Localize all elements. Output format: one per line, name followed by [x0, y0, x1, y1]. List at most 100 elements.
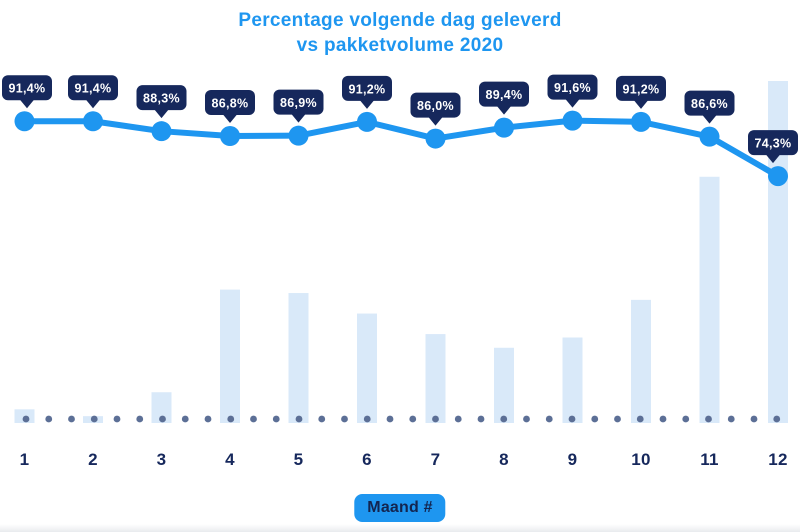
baseline-dot	[477, 415, 485, 423]
value-callout: 86,6%	[684, 90, 735, 124]
line-marker	[494, 117, 514, 138]
callout-tail	[154, 109, 169, 119]
callout-tail	[634, 100, 648, 109]
x-axis-label: 9	[567, 450, 578, 469]
x-axis-label: 4	[225, 450, 235, 469]
volume-bar	[151, 392, 172, 423]
volume-bar	[357, 313, 377, 423]
volume-bar	[220, 289, 240, 423]
callout-value-label: 88,3%	[143, 92, 180, 106]
volume-bar	[631, 299, 651, 423]
line-marker	[425, 128, 446, 149]
baseline-dot	[682, 415, 690, 423]
baseline-dot	[159, 415, 166, 423]
callout-tail	[223, 114, 237, 123]
volume-bar	[768, 81, 788, 423]
value-callout: 91,4%	[2, 75, 52, 109]
x-axis-label: 5	[293, 450, 304, 469]
callout-tail	[428, 117, 443, 126]
baseline-dot	[204, 415, 212, 423]
baseline-dot	[45, 415, 53, 423]
callout-tail	[86, 99, 100, 109]
baseline-dot	[295, 415, 303, 423]
callout-bubble	[616, 75, 666, 101]
chart-title-line1: Percentage volgende dag geleverd	[238, 10, 562, 31]
callout-bubble	[479, 81, 529, 107]
callout-bubble	[2, 75, 52, 101]
baseline-dot	[454, 415, 462, 423]
baseline-dot	[90, 415, 98, 423]
baseline-dot	[318, 415, 326, 423]
baseline-dot	[500, 415, 508, 423]
value-callout: 91,4%	[68, 75, 118, 109]
callout-bubble	[205, 89, 255, 115]
bottom-fade	[0, 524, 800, 532]
baseline-dot	[113, 415, 121, 423]
callout-bubble	[136, 85, 187, 111]
x-axis-label: 11	[700, 450, 719, 469]
value-callout: 91,2%	[342, 75, 392, 109]
baseline-dot	[523, 415, 530, 423]
line-marker	[562, 110, 583, 131]
baseline-dot	[341, 415, 348, 423]
x-axis-label: 1	[19, 450, 30, 469]
callout-bubble	[684, 90, 735, 116]
callout-tail	[360, 100, 374, 109]
callout-tail	[20, 99, 34, 109]
callout-tail	[291, 114, 306, 123]
line-marker	[220, 125, 240, 146]
x-axis-label: 3	[156, 450, 167, 469]
callout-bubble	[342, 75, 392, 101]
baseline-dot	[22, 415, 30, 423]
line-marker	[631, 111, 651, 132]
callout-value-label: 89,4%	[486, 88, 523, 102]
baseline-dot	[409, 415, 417, 423]
baseline-dot	[181, 415, 189, 423]
x-axis-label: 10	[631, 450, 651, 469]
value-callout: 86,8%	[205, 89, 255, 123]
chart-title-line2: vs pakketvolume 2020	[296, 35, 504, 56]
x-axis-label: 7	[430, 450, 441, 469]
callout-tail	[702, 115, 717, 124]
baseline-dot	[432, 415, 439, 423]
volume-bar	[288, 293, 309, 423]
baseline-dot	[659, 415, 667, 423]
value-callout: 88,3%	[136, 85, 187, 119]
callout-bubble	[748, 130, 798, 156]
callout-bubble	[68, 75, 118, 101]
callout-value-label: 74,3%	[755, 137, 792, 151]
value-callout: 86,9%	[273, 89, 324, 123]
callout-value-label: 86,8%	[212, 96, 249, 110]
value-callout: 91,2%	[616, 75, 666, 109]
value-callout: 89,4%	[479, 81, 529, 115]
baseline-dot	[750, 415, 758, 423]
baseline-dot	[136, 415, 144, 423]
line-marker	[699, 126, 720, 147]
callout-bubble	[410, 92, 461, 118]
line-marker	[151, 121, 172, 142]
value-callout: 86,0%	[410, 92, 461, 126]
baseline-dot	[614, 415, 621, 423]
callout-tail	[565, 99, 580, 108]
delivery-line	[21, 117, 781, 180]
chart-title: Percentage volgende dag geleverd vs pakk…	[0, 8, 800, 58]
callout-value-label: 91,6%	[554, 81, 591, 95]
volume-bar	[699, 176, 720, 423]
value-callout: 91,6%	[547, 74, 598, 108]
baseline-dot	[591, 415, 599, 423]
volume-bar	[425, 334, 446, 423]
baseline-dot	[545, 415, 553, 423]
x-axis-title-badge: Maand #	[354, 494, 446, 522]
callout-bubble	[547, 74, 598, 100]
callout-value-label: 91,4%	[9, 82, 46, 96]
baseline-dot	[227, 415, 235, 423]
callout-value-label: 91,2%	[623, 82, 660, 96]
x-axis-label: 12	[768, 450, 788, 469]
baseline-dot	[727, 415, 735, 423]
baseline-dot	[773, 415, 781, 423]
line-marker	[83, 111, 103, 132]
callout-tail	[497, 106, 511, 115]
volume-bar	[562, 337, 583, 423]
baseline-dot	[250, 415, 257, 423]
